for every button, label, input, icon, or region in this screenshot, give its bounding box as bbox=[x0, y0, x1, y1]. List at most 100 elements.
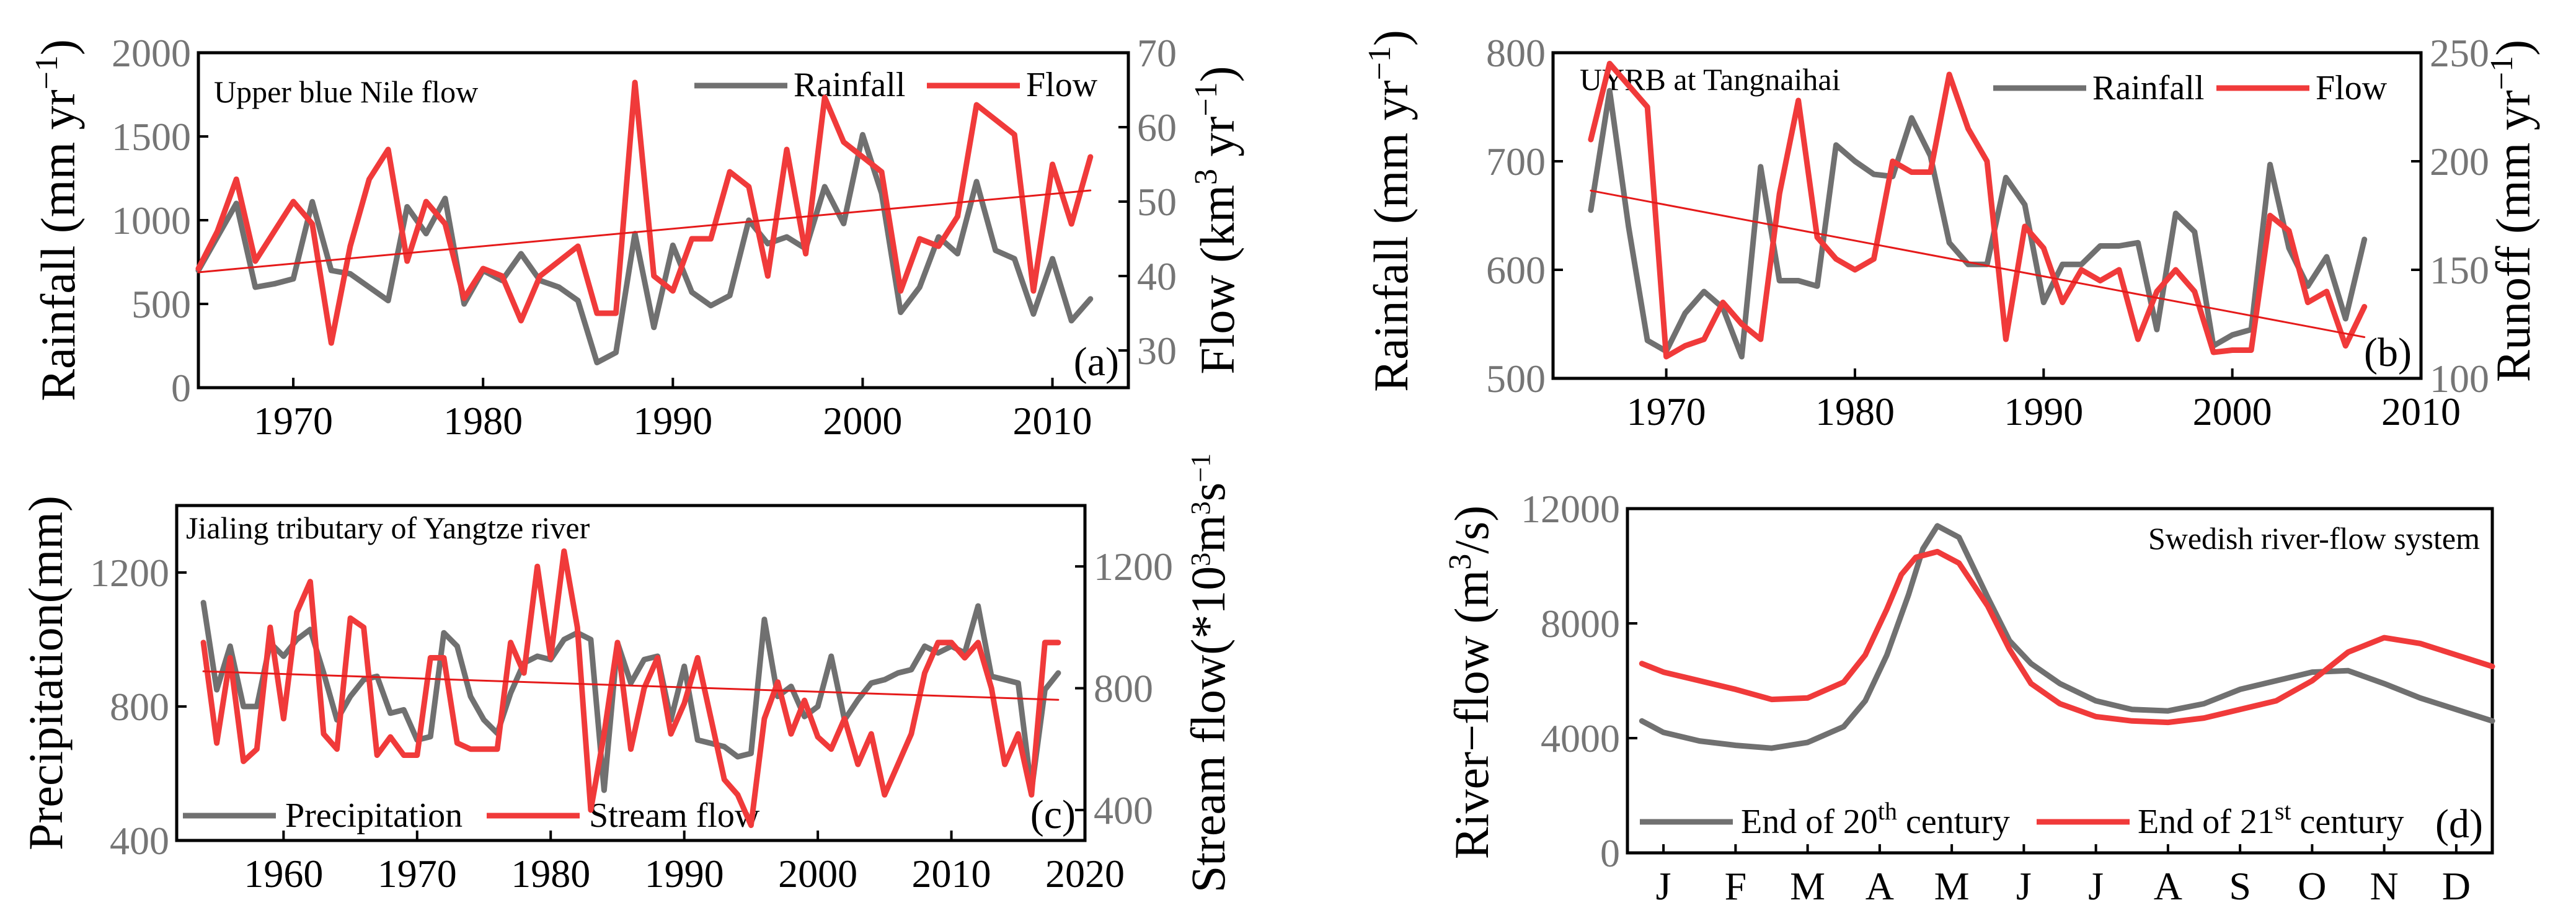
series-line-precipitation bbox=[200, 600, 1061, 793]
y-right-tick-label: 40 bbox=[1137, 254, 1177, 298]
panel-c-left-axis-label: Precipitation(mm) bbox=[19, 496, 73, 850]
x-tick-label: A bbox=[1866, 864, 1894, 908]
panel-b-label: (b) bbox=[2364, 330, 2412, 375]
panel-b-legend: Rainfall Flow bbox=[1993, 69, 2388, 107]
x-tick-label: 1960 bbox=[244, 852, 323, 896]
x-tick-label: 1990 bbox=[2004, 390, 2083, 434]
y-left-tick-label: 4000 bbox=[1541, 716, 1620, 760]
y-left-tick-label: 1500 bbox=[112, 115, 191, 159]
y-right-tick-label: 100 bbox=[2430, 357, 2489, 401]
panel-a-legend: Rainfall Flow bbox=[694, 66, 1098, 104]
y-left-tick-label: 8000 bbox=[1541, 602, 1620, 646]
y-left-tick-label: 500 bbox=[131, 282, 191, 326]
x-tick-label: 1990 bbox=[633, 399, 712, 443]
y-left-tick-label: 400 bbox=[110, 819, 169, 863]
panel-a: Upper blue Nile flow (a) Rainfall (mm yr… bbox=[29, 39, 1244, 401]
x-tick-label: 1990 bbox=[645, 852, 724, 896]
panel-b-title: UYRB at Tangnaihai bbox=[1580, 62, 1841, 97]
x-tick-label: 1980 bbox=[511, 852, 590, 896]
x-tick-label: N bbox=[2370, 864, 2399, 908]
y-left-tick-label: 600 bbox=[1486, 248, 1546, 292]
y-right-tick-label: 50 bbox=[1137, 180, 1177, 224]
plot-frame-d bbox=[1626, 507, 2494, 855]
y-left-tick-label: 0 bbox=[1600, 831, 1620, 875]
legend-label-flow: Flow bbox=[1026, 66, 1098, 104]
x-tick-label: 1980 bbox=[1815, 390, 1895, 434]
panel-d-legend: End of 20th century End of 21st century bbox=[1640, 797, 2404, 841]
series-line-end-of-20th-century bbox=[1639, 523, 2495, 751]
y-right-tick-label: 30 bbox=[1137, 329, 1177, 373]
y-right-tick-label: 70 bbox=[1137, 31, 1177, 75]
x-tick-label: 2010 bbox=[912, 852, 991, 896]
chart-marks: 1970 1980 1990 2000 201005001000150020003040… bbox=[90, 31, 2495, 908]
legend-label-rainfall: Rainfall bbox=[794, 66, 905, 104]
legend-label-precipitation: Precipitation bbox=[285, 796, 463, 835]
panel-3-marks: 1960 1970 1980 1990 2000 2010 2020 400 800 1200 40… bbox=[90, 545, 1173, 896]
series-line-trend bbox=[202, 670, 1060, 701]
series-line-flow bbox=[195, 79, 1094, 346]
panel-1-marks: 1970 1980 1990 2000 2010 0 500 1000 1500 2000 30 40… bbox=[112, 31, 1177, 443]
y-left-tick-label: 500 bbox=[1486, 357, 1546, 401]
y-right-tick-label: 400 bbox=[1094, 788, 1153, 832]
plot-frame-b bbox=[1551, 51, 2423, 380]
panel-c-label: (c) bbox=[1030, 792, 1076, 837]
y-right-tick-label: 250 bbox=[2430, 31, 2489, 75]
x-tick-label: J bbox=[1656, 864, 1671, 908]
x-tick-label: F bbox=[1725, 864, 1747, 908]
series-line-stream-flow bbox=[200, 548, 1061, 828]
panel-2-marks: 1970 1980 1990 2000 2010 500 600 700 800 100 150 20… bbox=[1486, 31, 2489, 434]
panel-a-left-axis-label: Rainfall (mm yr−1) bbox=[29, 39, 85, 401]
y-left-tick-label: 800 bbox=[1486, 31, 1546, 75]
panel-c-title: Jialing tributary of Yangtze river bbox=[186, 510, 590, 545]
x-tick-label: M bbox=[1790, 864, 1825, 908]
panel-a-right-axis-label: Flow (km3 yr−1) bbox=[1188, 66, 1244, 374]
y-right-tick-label: 200 bbox=[2430, 140, 2489, 184]
panel-a-label: (a) bbox=[1074, 339, 1119, 385]
x-tick-label: O bbox=[2298, 864, 2326, 908]
x-tick-label: 2000 bbox=[2193, 390, 2272, 434]
legend-label-flow: Flow bbox=[2316, 69, 2388, 107]
x-tick-label: 1970 bbox=[378, 852, 457, 896]
y-left-tick-label: 1200 bbox=[90, 551, 169, 595]
x-tick-label: 2010 bbox=[2381, 390, 2461, 434]
y-left-tick-label: 1000 bbox=[112, 198, 191, 243]
legend-label-streamflow: Stream flow bbox=[589, 796, 760, 835]
panel-c: Jialing tributary of Yangtze river (c) P… bbox=[19, 453, 1235, 893]
x-tick-label: 2010 bbox=[1013, 399, 1092, 443]
y-left-tick-label: 800 bbox=[110, 685, 169, 729]
x-tick-label: S bbox=[2229, 864, 2251, 908]
x-tick-label: 1970 bbox=[254, 399, 333, 443]
x-tick-label: M bbox=[1934, 864, 1970, 908]
panel-d-left-axis-label: River−flow (m3/s) bbox=[1443, 506, 1498, 859]
panel-b-right-axis-label: Runoff (mm yr−1) bbox=[2484, 40, 2540, 382]
x-tick-label: 1980 bbox=[443, 399, 523, 443]
panel-c-right-axis-label: Stream flow(*103m3s−1 bbox=[1181, 453, 1235, 893]
panel-d-title: Swedish river-flow system bbox=[2148, 521, 2480, 556]
y-right-tick-label: 60 bbox=[1137, 105, 1177, 149]
y-left-tick-label: 2000 bbox=[112, 31, 191, 75]
y-left-tick-label: 12000 bbox=[1521, 487, 1620, 531]
panel-d-label: (d) bbox=[2435, 801, 2483, 847]
x-tick-label: J bbox=[2088, 864, 2104, 908]
y-left-tick-label: 0 bbox=[171, 366, 191, 410]
legend-label-rainfall: Rainfall bbox=[2092, 69, 2204, 107]
legend-label-20th: End of 20th century bbox=[1741, 797, 2010, 841]
series-line-trend bbox=[1590, 189, 2366, 338]
y-right-tick-label: 150 bbox=[2430, 248, 2489, 292]
y-right-tick-label: 800 bbox=[1094, 667, 1153, 711]
panel-d: Swedish river-flow system (d) River−flow… bbox=[1443, 506, 2494, 859]
series-line-flow bbox=[1588, 61, 2368, 360]
x-tick-label: D bbox=[2442, 864, 2471, 908]
x-tick-label: 2000 bbox=[778, 852, 857, 896]
x-tick-label: A bbox=[2154, 864, 2182, 908]
series-line-end-of-21st-century bbox=[1639, 548, 2495, 726]
y-right-tick-label: 1200 bbox=[1094, 545, 1173, 589]
panel-b-left-axis-label: Rainfall (mm yr−1) bbox=[1362, 30, 1418, 392]
x-tick-label: 1970 bbox=[1627, 390, 1706, 434]
panel-c-legend: Precipitation Stream flow bbox=[183, 796, 760, 835]
panel-a-title: Upper blue Nile flow bbox=[214, 74, 478, 109]
x-tick-label: 2020 bbox=[1045, 852, 1125, 896]
x-tick-label: J bbox=[2016, 864, 2032, 908]
